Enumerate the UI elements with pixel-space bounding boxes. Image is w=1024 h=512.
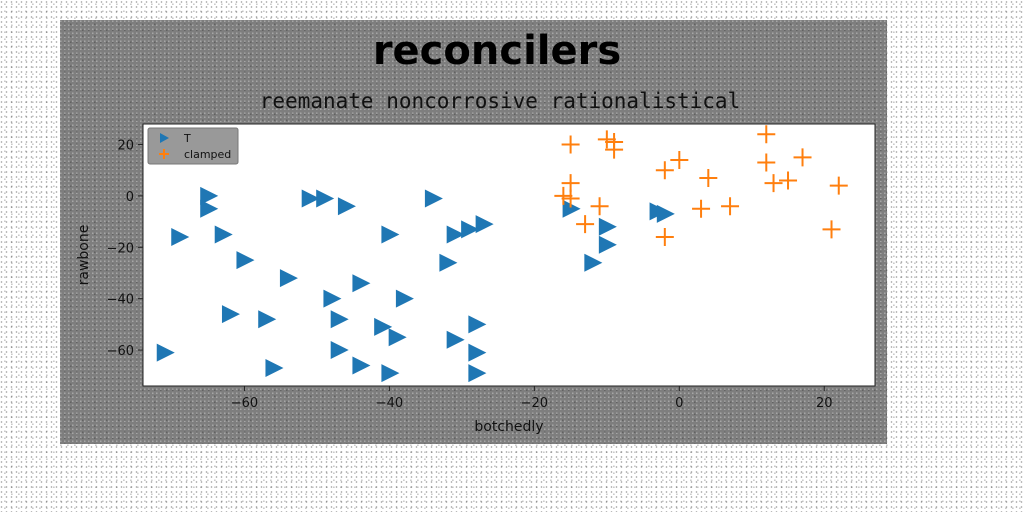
y-tick-label: 20 — [117, 139, 134, 154]
x-tick-label: −60 — [231, 396, 258, 411]
chart-subtitle: reemanate noncorrosive rationalistical — [260, 89, 740, 113]
x-tick-label: 20 — [816, 396, 833, 411]
y-tick-label: −40 — [107, 293, 134, 308]
y-axis-label: rawbone — [76, 225, 92, 286]
y-tick-label: −20 — [107, 241, 134, 256]
chart-title: reconcilers — [373, 28, 621, 74]
y-tick-label: −60 — [107, 344, 134, 359]
x-tick-label: −40 — [376, 396, 403, 411]
legend-label-clamped: clamped — [184, 148, 231, 161]
y-tick-label: 0 — [126, 190, 134, 205]
x-tick-label: 0 — [675, 396, 683, 411]
legend-label-t: T — [183, 132, 191, 145]
x-axis-label: botchedly — [474, 419, 543, 435]
x-tick-label: −20 — [521, 396, 548, 411]
legend: T clamped — [148, 128, 238, 164]
